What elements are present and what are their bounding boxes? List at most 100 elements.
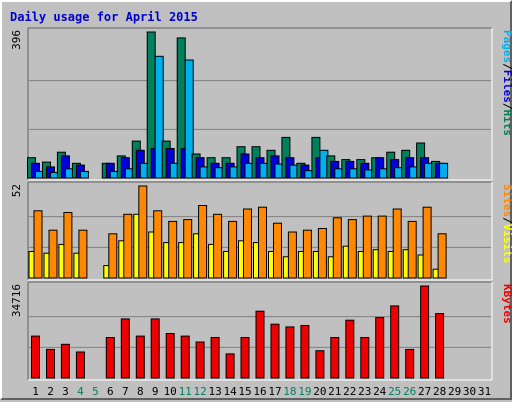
panel-2-ymax-label: 34716	[10, 284, 23, 317]
bar-kbytes-day-13	[210, 337, 220, 379]
bar-sites-day-8	[138, 185, 148, 279]
bar-sites-day-14	[228, 220, 238, 279]
side-label-part-1-0: Sites	[501, 184, 512, 217]
bar-kbytes-day-2	[46, 348, 55, 379]
bar-pages-day-28	[439, 162, 449, 179]
bar-kbytes-day-7	[120, 318, 130, 379]
bar-kbytes-day-18	[285, 326, 295, 379]
x-tick-label-day-4: 4	[77, 385, 84, 398]
x-tick-label-day-22: 22	[343, 385, 356, 398]
bar-kbytes-day-22	[345, 319, 355, 379]
x-tick-label-day-17: 17	[268, 385, 281, 398]
bar-sites-day-26	[407, 220, 417, 279]
bar-sites-day-6	[108, 233, 118, 279]
bar-sites-day-11	[183, 219, 193, 279]
x-tick-label-day-28: 28	[433, 385, 446, 398]
x-tick-label-day-8: 8	[137, 385, 144, 398]
bar-kbytes-day-8	[135, 335, 145, 379]
bar-sites-day-17	[273, 222, 282, 279]
x-tick-label-day-23: 23	[358, 385, 371, 398]
side-label-panel-0: Pages/Files/Hits	[501, 30, 512, 136]
bar-sites-day-22	[347, 219, 357, 279]
bar-kbytes-day-12	[195, 341, 205, 379]
x-tick-label-day-15: 15	[238, 385, 251, 398]
x-tick-label-day-2: 2	[47, 385, 54, 398]
side-label-part-0-0: Pages	[501, 30, 512, 63]
chart-title: Daily usage for April 2015	[10, 10, 198, 24]
side-label-part-1-2: Visits	[501, 224, 512, 264]
bar-sites-day-24	[377, 215, 387, 279]
side-label-panel-1: Sites/Visits	[501, 184, 512, 264]
x-tick-label-day-20: 20	[313, 385, 326, 398]
panel-0-ymax-label: 396	[10, 30, 23, 50]
bar-kbytes-day-23	[360, 337, 370, 379]
bar-pages-day-11	[184, 59, 194, 179]
bar-sites-day-4	[78, 229, 88, 279]
bar-kbytes-day-24	[375, 317, 385, 379]
bar-sites-day-1	[33, 210, 43, 279]
bar-kbytes-day-28	[435, 313, 445, 379]
side-label-panel-2: KBytes	[501, 284, 512, 324]
x-tick-label-day-21: 21	[328, 385, 341, 398]
bar-kbytes-day-27	[420, 285, 430, 379]
bar-sites-day-25	[392, 208, 402, 279]
x-tick-label-day-30: 30	[463, 385, 476, 398]
x-tick-label-day-9: 9	[152, 385, 159, 398]
bar-sites-day-15	[243, 208, 252, 279]
bar-kbytes-day-21	[330, 337, 340, 379]
x-tick-label-day-12: 12	[193, 385, 206, 398]
bar-sites-day-23	[362, 215, 372, 279]
bar-kbytes-day-15	[240, 337, 250, 379]
bar-kbytes-day-17	[270, 323, 280, 379]
x-tick-label-day-11: 11	[179, 385, 192, 398]
x-tick-label-day-18: 18	[283, 385, 296, 398]
x-tick-label-day-14: 14	[223, 385, 237, 398]
bar-kbytes-day-20	[315, 350, 325, 379]
x-tick-label-day-3: 3	[62, 385, 69, 398]
x-tick-label-day-5: 5	[92, 385, 99, 398]
x-tick-label-day-19: 19	[298, 385, 311, 398]
x-tick-label-day-7: 7	[122, 385, 129, 398]
bar-sites-day-2	[48, 229, 58, 279]
bar-kbytes-day-1	[31, 335, 40, 379]
bar-pages-day-4	[79, 170, 89, 179]
bar-kbytes-day-19	[300, 325, 310, 379]
x-tick-label-day-26: 26	[403, 385, 416, 398]
bar-sites-day-13	[213, 213, 223, 279]
bar-kbytes-day-16	[255, 310, 265, 379]
bar-kbytes-day-26	[405, 348, 415, 379]
bar-pages-day-9	[154, 55, 164, 179]
side-label-part-0-4: Hits	[501, 110, 512, 137]
x-tick-label-day-1: 1	[32, 385, 39, 398]
side-label-part-0-2: Files	[501, 70, 512, 103]
bar-kbytes-day-9	[150, 318, 160, 379]
bar-sites-day-19	[302, 229, 312, 279]
x-tick-label-day-16: 16	[253, 385, 266, 398]
side-label-part-0-1: /	[501, 63, 512, 70]
bar-kbytes-day-3	[60, 343, 70, 379]
side-label-part-2-0: KBytes	[501, 284, 512, 324]
bar-sites-day-18	[287, 231, 297, 279]
bar-kbytes-day-14	[225, 353, 235, 379]
bar-sites-day-28	[437, 233, 447, 279]
bar-sites-day-3	[63, 212, 73, 279]
bar-sites-day-21	[332, 217, 342, 279]
x-tick-label-day-24: 24	[373, 385, 387, 398]
bar-sites-day-9	[153, 210, 163, 279]
bar-sites-day-12	[198, 205, 208, 279]
bar-kbytes-day-25	[390, 305, 400, 379]
bar-kbytes-day-6	[105, 337, 115, 379]
bar-sites-day-10	[168, 220, 178, 279]
x-tick-label-day-25: 25	[388, 385, 401, 398]
bar-kbytes-day-10	[165, 333, 175, 379]
side-label-part-1-1: /	[501, 217, 512, 224]
x-tick-label-day-31: 31	[478, 385, 491, 398]
bar-kbytes-day-11	[180, 335, 190, 379]
x-tick-label-day-6: 6	[107, 385, 114, 398]
x-tick-label-day-10: 10	[164, 385, 177, 398]
side-label-part-0-3: /	[501, 103, 512, 110]
x-tick-label-day-29: 29	[448, 385, 461, 398]
bar-sites-day-16	[258, 206, 267, 279]
